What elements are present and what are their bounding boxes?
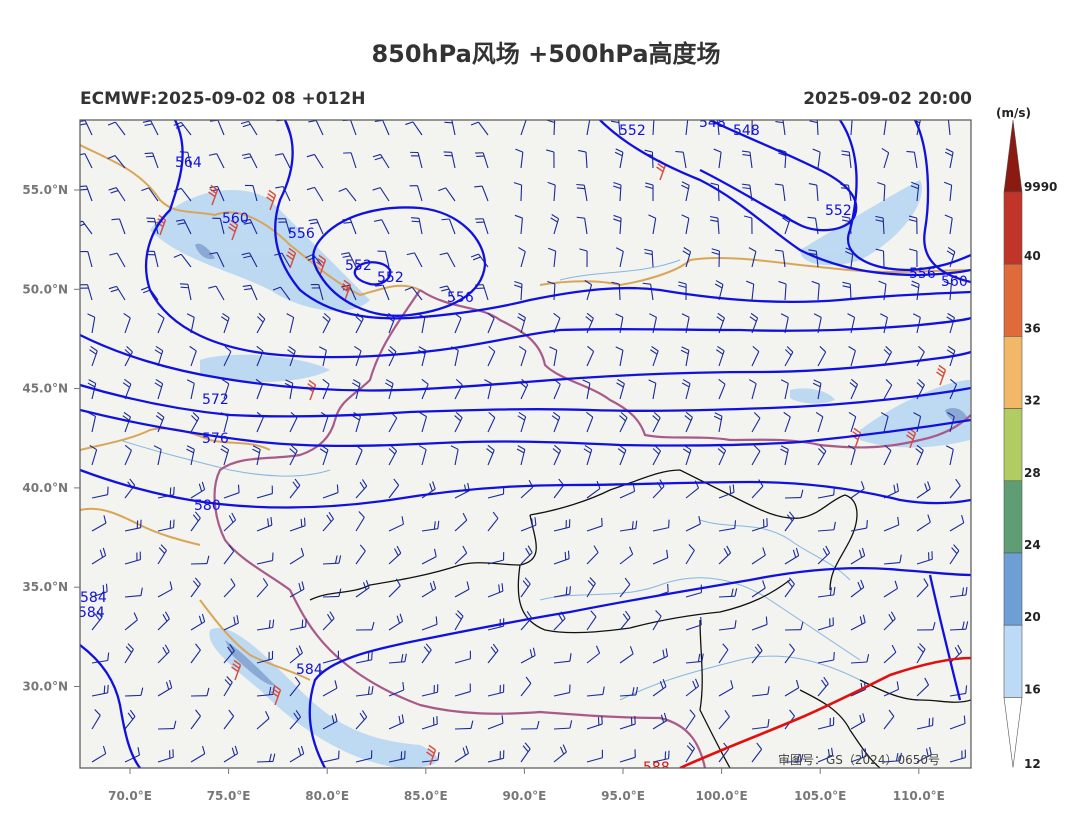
contour-label: 548: [699, 115, 726, 131]
contour-label: 556: [447, 290, 474, 306]
contour-556-closed: [312, 206, 487, 317]
colorbar-segment: [1003, 336, 1023, 409]
chart-title: 850hPa风场 +500hPa高度场: [371, 40, 721, 68]
contour-584-east: [928, 574, 962, 701]
lat-tick-label: 55.0°N: [22, 183, 68, 197]
colorbar-label: 32: [1024, 394, 1041, 408]
longitude-axis: 70.0°E 75.0°E 80.0°E 85.0°E 90.0°E 95.0°E 100.…: [108, 768, 945, 803]
rivers: [119, 259, 861, 701]
lat-tick-label: 30.0°N: [22, 680, 68, 694]
contour-556: [839, 120, 971, 272]
colorbar-cap-bottom: [1003, 697, 1023, 768]
colorbar-label: 12: [1024, 757, 1041, 771]
international-border: [213, 289, 971, 768]
lon-tick-label: 75.0°E: [207, 789, 251, 803]
contour-572: [80, 383, 971, 418]
lat-tick-label: 35.0°N: [22, 580, 68, 594]
wind-speed-core: [195, 243, 968, 686]
contour-580: [80, 468, 971, 509]
contour-label: 556: [288, 226, 315, 242]
lon-tick-label: 90.0°E: [502, 789, 546, 803]
contour-label: 552: [619, 123, 646, 139]
lon-tick-label: 100.0°E: [696, 789, 748, 803]
contour-label: 560: [222, 211, 249, 227]
contour-552-closed: [353, 261, 392, 286]
lon-tick-label: 85.0°E: [404, 789, 448, 803]
contour-560: [274, 120, 971, 320]
contour-label: 552: [345, 258, 372, 274]
contour-label: 560: [941, 274, 968, 290]
lon-tick-label: 80.0°E: [305, 789, 349, 803]
colorbar-label: 36: [1024, 321, 1041, 335]
contour-568: [80, 333, 971, 392]
approval-stamp: 审图号：GS（2024）0650号: [778, 752, 940, 767]
contour-548: [699, 120, 858, 232]
lat-tick-label: 40.0°N: [22, 481, 68, 495]
colorbar-label: 20: [1024, 610, 1041, 624]
lon-tick-label: 95.0°E: [601, 789, 645, 803]
colorbar-segment: [1003, 552, 1023, 626]
colorbar-label: 16: [1024, 682, 1041, 696]
contour-label: 564: [175, 155, 202, 171]
contour-584: [308, 566, 971, 768]
contour-label-588: 588: [643, 760, 670, 776]
height-contours: [80, 120, 971, 768]
colorbar-label: 28: [1024, 466, 1041, 480]
contour-label: 584: [80, 590, 107, 606]
contour-label: 572: [202, 392, 229, 408]
valid-time-label: 2025-09-02 20:00: [803, 89, 972, 109]
colorbar-label: 24: [1024, 538, 1041, 552]
colorbar-cap-top: [1003, 119, 1023, 193]
contour-label: 552: [825, 203, 852, 219]
lon-tick-label: 110.0°E: [893, 789, 945, 803]
colorbar-segment: [1003, 263, 1023, 337]
colorbar: 9990 40 36 32 28 24 20 16 12: [1003, 119, 1057, 771]
model-run-label: ECMWF:2025-09-02 08 +012H: [80, 89, 366, 109]
contour-label: 556: [909, 266, 936, 282]
colorbar-segment: [1003, 624, 1023, 698]
contour-588: [679, 656, 971, 768]
colorbar-segment: [1003, 480, 1023, 554]
contour-label: 580: [194, 498, 221, 514]
colorbar-label: 40: [1024, 249, 1041, 263]
lon-tick-label: 105.0°E: [794, 789, 846, 803]
contour-584-west: [80, 644, 141, 768]
latitude-axis: 55.0°N 50.0°N 45.0°N 40.0°N 35.0°N 30.0°N: [22, 183, 80, 694]
wind-barbs: [80, 120, 969, 763]
colorbar-label: 9990: [1024, 180, 1057, 194]
colorbar-segment: [1003, 191, 1023, 265]
contour-label: 584: [78, 605, 105, 621]
contour-label: 548: [733, 123, 760, 139]
contour-labels: 564 560 556 552 552 556 552 548 548 552 …: [78, 115, 968, 776]
contour-576: [80, 408, 971, 448]
contour-label: 584: [296, 662, 323, 678]
contour-label: 576: [202, 431, 229, 447]
contour-564: [144, 120, 971, 359]
colorbar-unit: (m/s): [996, 106, 1031, 120]
map-frame: [79, 119, 972, 769]
provincial-borders: [309, 469, 971, 768]
contour-560-east: [913, 120, 971, 284]
colorbar-segment: [1003, 408, 1023, 482]
lat-tick-label: 50.0°N: [22, 282, 68, 296]
contour-label: 552: [377, 270, 404, 286]
lat-tick-label: 45.0°N: [22, 382, 68, 396]
contour-552: [599, 120, 971, 277]
lon-tick-label: 70.0°E: [108, 789, 152, 803]
